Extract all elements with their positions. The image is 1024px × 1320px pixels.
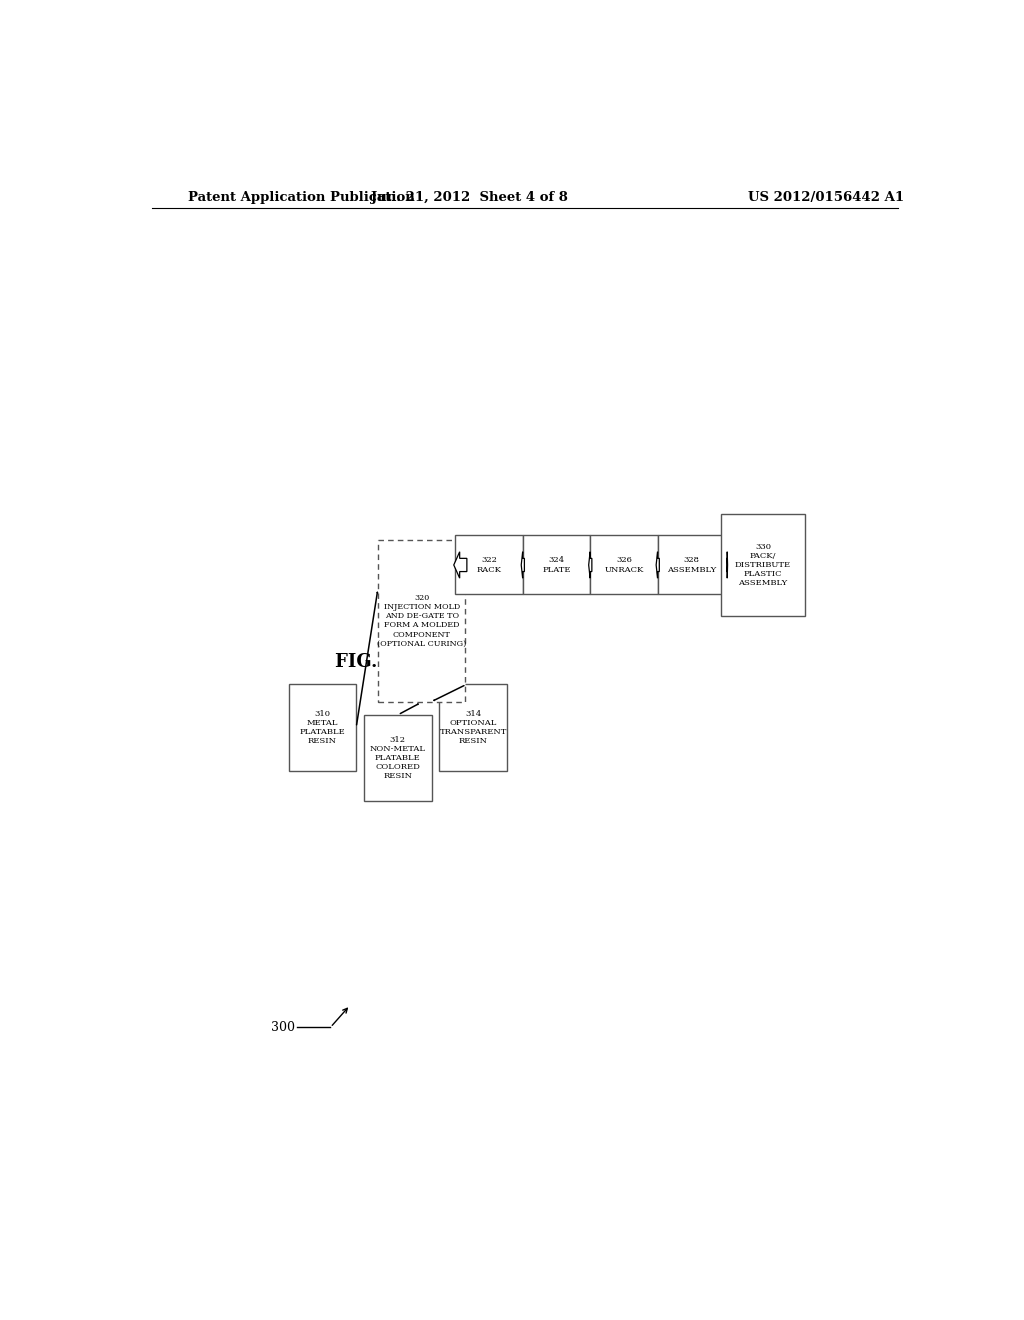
Bar xyxy=(456,536,523,594)
Polygon shape xyxy=(454,552,467,578)
Text: Jun. 21, 2012  Sheet 4 of 8: Jun. 21, 2012 Sheet 4 of 8 xyxy=(371,190,567,203)
Text: FIG. 5: FIG. 5 xyxy=(336,652,396,671)
Text: Patent Application Publication: Patent Application Publication xyxy=(187,190,415,203)
Text: 320
INJECTION MOLD
AND DE-GATE TO
FORM A MOLDED
COMPONENT
(OPTIONAL CURING): 320 INJECTION MOLD AND DE-GATE TO FORM A… xyxy=(377,594,466,648)
Bar xyxy=(721,515,805,616)
Text: 312
NON-METAL
PLATABLE
COLORED
RESIN: 312 NON-METAL PLATABLE COLORED RESIN xyxy=(370,735,426,780)
Text: US 2012/0156442 A1: US 2012/0156442 A1 xyxy=(749,190,904,203)
Bar xyxy=(523,536,590,594)
Polygon shape xyxy=(521,552,524,578)
Text: 326
UNRACK: 326 UNRACK xyxy=(604,556,644,574)
Text: 314
OPTIONAL
TRANSPARENT
RESIN: 314 OPTIONAL TRANSPARENT RESIN xyxy=(439,710,507,746)
Bar xyxy=(590,536,657,594)
Polygon shape xyxy=(589,552,592,578)
Polygon shape xyxy=(656,552,659,578)
Bar xyxy=(657,536,725,594)
Bar xyxy=(378,540,465,702)
Text: 330
PACK/
DISTRIBUTE
PLASTIC
ASSEMBLY: 330 PACK/ DISTRIBUTE PLASTIC ASSEMBLY xyxy=(735,543,791,587)
Text: 300: 300 xyxy=(270,1020,295,1034)
Bar xyxy=(289,684,356,771)
Text: 328
ASSEMBLY: 328 ASSEMBLY xyxy=(667,556,716,574)
Bar xyxy=(439,684,507,771)
Bar xyxy=(365,715,431,801)
Text: 322
RACK: 322 RACK xyxy=(476,556,502,574)
Text: 324
PLATE: 324 PLATE xyxy=(543,556,570,574)
Text: 310
METAL
PLATABLE
RESIN: 310 METAL PLATABLE RESIN xyxy=(300,710,345,746)
